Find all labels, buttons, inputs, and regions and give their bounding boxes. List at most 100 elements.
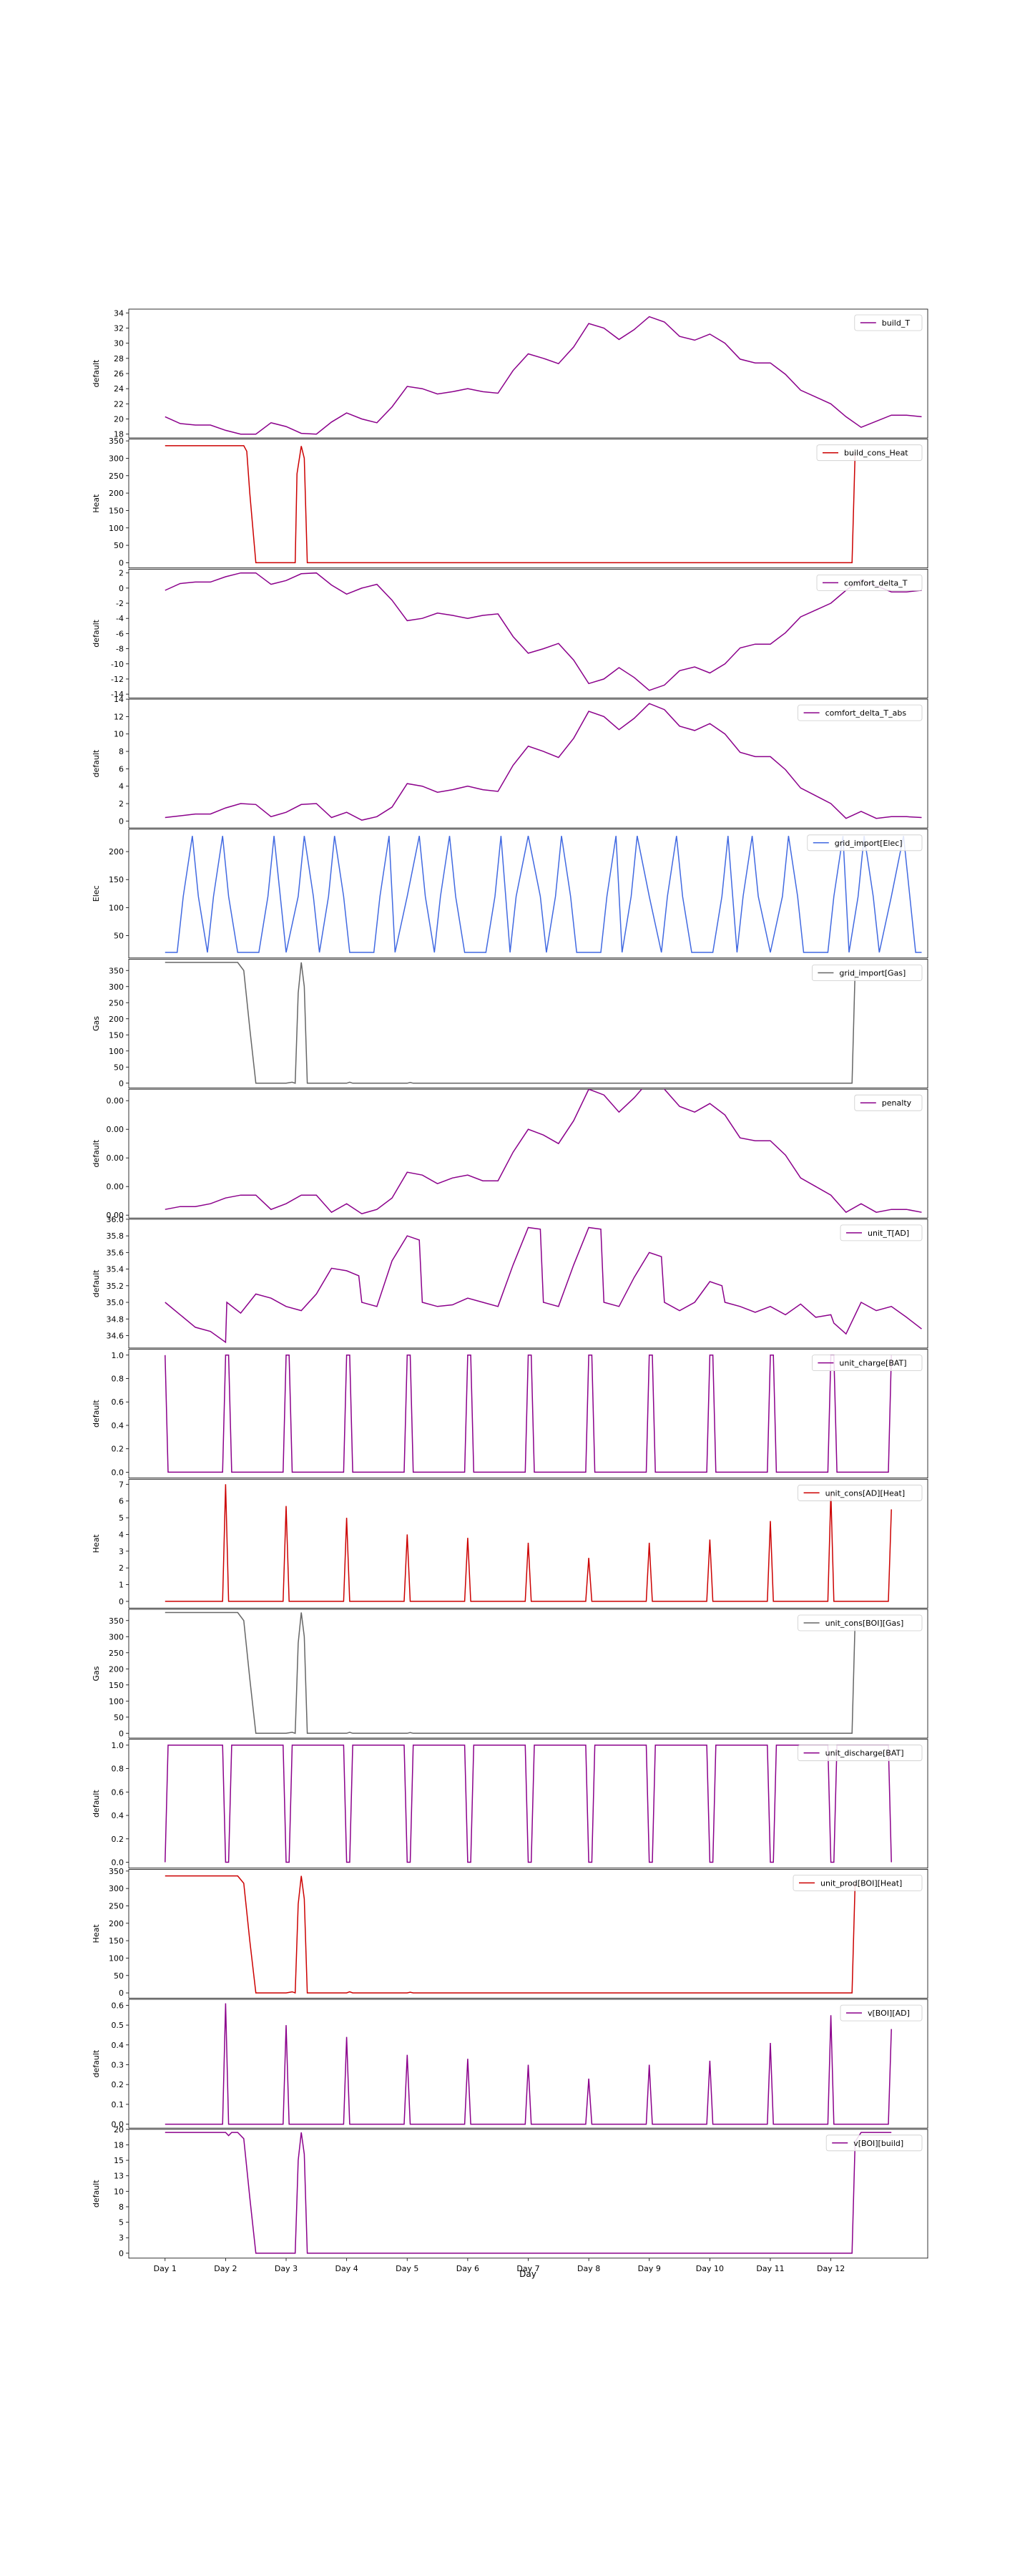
y-axis-label: Heat bbox=[92, 494, 101, 513]
legend-label: unit_cons[AD][Heat] bbox=[825, 1488, 906, 1498]
plot-frame bbox=[128, 1349, 928, 1478]
shared-x-axis: Day 1 Day 2 Day 3 Day 4 Day 5 Day 6 Day 7 Day 8… bbox=[154, 2258, 845, 2273]
y-tick-label: 200 bbox=[109, 847, 124, 857]
y-tick-label: 20 bbox=[114, 415, 124, 424]
y-tick-label: 0.4 bbox=[112, 2041, 124, 2050]
subplot-stack: 182022242628303234defaultbuild_T05010015… bbox=[92, 308, 928, 2259]
y-tick-label: 2 bbox=[119, 799, 124, 809]
y-tick-label: 0.5 bbox=[112, 2021, 124, 2030]
y-tick-label: 35.6 bbox=[107, 1248, 124, 1257]
y-tick-label: 50 bbox=[114, 1713, 124, 1722]
legend-label: unit_discharge[BAT] bbox=[825, 1749, 904, 1758]
x-axis-label: Day bbox=[519, 2269, 536, 2279]
x-tick-label: Day 10 bbox=[696, 2264, 724, 2273]
y-tick-label: 0.4 bbox=[112, 1811, 124, 1820]
legend-label: unit_charge[BAT] bbox=[839, 1359, 906, 1368]
y-tick-label: 50 bbox=[114, 1971, 124, 1981]
series-line bbox=[165, 1089, 922, 1215]
y-axis-label: default bbox=[92, 1790, 101, 1818]
y-tick-label: -14 bbox=[111, 690, 124, 699]
series-line bbox=[165, 2003, 892, 2125]
y-tick-label: 14 bbox=[114, 695, 124, 704]
y-tick-label: 1 bbox=[119, 1581, 124, 1590]
y-tick-label: 15 bbox=[114, 2156, 124, 2165]
subplot-2: -14 -12 -10 -8 -6 -4 -2 0 2 default comfort_delta_… bbox=[92, 569, 928, 699]
subplot-9: 0 1 2 3 4 5 6 7 Heat unit_cons[AD][Heat] bbox=[92, 1478, 928, 1609]
y-tick-label: 6 bbox=[119, 1497, 124, 1506]
y-tick-label: 35.0 bbox=[107, 1298, 124, 1307]
plot-frame bbox=[128, 698, 928, 829]
y-axis-label: default bbox=[92, 2180, 101, 2207]
y-tick-label: -4 bbox=[116, 614, 124, 623]
series-line bbox=[165, 445, 856, 564]
y-tick-label: 350 bbox=[109, 966, 124, 975]
legend-box bbox=[798, 1614, 923, 1631]
subplot-0: 18 20 22 24 26 28 30 32 34 default build_T bbox=[92, 308, 928, 439]
y-tick-label: 0.00 bbox=[107, 1211, 124, 1220]
y-tick-label: 150 bbox=[109, 1936, 124, 1946]
subplot-11: 0.0 0.2 0.4 0.6 0.8 1.0 default unit_discharge[… bbox=[92, 1739, 928, 1869]
y-tick-label: 0 bbox=[119, 1729, 124, 1738]
y-axis-label: default bbox=[92, 619, 101, 647]
y-tick-label: 150 bbox=[109, 1681, 124, 1690]
plot-frame bbox=[128, 569, 928, 698]
series-line bbox=[165, 836, 922, 953]
series-line bbox=[165, 2132, 892, 2254]
y-tick-label: 300 bbox=[109, 982, 124, 992]
plot-frame bbox=[128, 829, 928, 959]
y-axis-label: Gas bbox=[92, 1666, 101, 1681]
y-tick-label: 0.6 bbox=[112, 1787, 124, 1797]
plot-frame bbox=[128, 1088, 928, 1219]
series-line bbox=[165, 1745, 892, 1863]
plot-frame bbox=[128, 1739, 928, 1869]
y-tick-label: 300 bbox=[109, 1632, 124, 1641]
subplot-10: 0 50 100 150 200 250 300 350 Gas unit_cons[BOI][G… bbox=[92, 1609, 928, 1739]
y-tick-label: 0.8 bbox=[112, 1375, 124, 1384]
plot-frame bbox=[128, 439, 928, 569]
y-tick-label: 36.0 bbox=[107, 1215, 124, 1224]
y-tick-label: 100 bbox=[109, 1697, 124, 1706]
y-tick-label: 1.0 bbox=[112, 1741, 124, 1750]
y-tick-label: 12 bbox=[114, 712, 124, 721]
y-tick-label: 26 bbox=[114, 369, 124, 379]
y-tick-label: 150 bbox=[109, 875, 124, 884]
y-tick-label: 7 bbox=[119, 1480, 124, 1489]
legend-label: comfort_delta_T bbox=[844, 578, 908, 587]
y-tick-label: 34.8 bbox=[107, 1314, 124, 1324]
y-tick-label: -10 bbox=[111, 660, 124, 669]
legend-label: grid_import[Elec] bbox=[835, 839, 903, 848]
legend-box bbox=[854, 314, 923, 331]
y-tick-label: 30 bbox=[114, 339, 124, 348]
series-line bbox=[165, 1226, 922, 1344]
y-axis-label: default bbox=[92, 1139, 101, 1167]
subplot-13: 0.0 0.1 0.2 0.3 0.4 0.5 0.6 default v[BOI][AD] bbox=[92, 1999, 928, 2129]
subplot-4: 50 100 150 200 Elec grid_import[Elec] bbox=[92, 829, 928, 959]
legend-label: penalty bbox=[882, 1098, 912, 1108]
y-tick-label: 3 bbox=[119, 2233, 124, 2243]
y-tick-label: 5 bbox=[119, 2218, 124, 2228]
y-tick-label: 50 bbox=[114, 541, 124, 550]
y-axis-label: default bbox=[92, 359, 101, 387]
y-tick-label: 150 bbox=[109, 506, 124, 515]
y-tick-label: 200 bbox=[109, 1919, 124, 1928]
y-tick-label: 0.4 bbox=[112, 1421, 124, 1430]
y-tick-label: 0.0 bbox=[112, 1858, 124, 1868]
series-line bbox=[165, 703, 922, 821]
y-tick-label: 100 bbox=[109, 903, 124, 912]
y-tick-label: 300 bbox=[109, 454, 124, 463]
y-tick-label: 35.8 bbox=[107, 1231, 124, 1241]
series-line bbox=[165, 1484, 892, 1602]
y-axis-label: Heat bbox=[92, 1534, 101, 1553]
y-tick-label: 0 bbox=[119, 558, 124, 567]
plot-frame bbox=[128, 959, 928, 1088]
legend-box bbox=[807, 834, 923, 852]
y-tick-label: 250 bbox=[109, 1901, 124, 1911]
plot-frame bbox=[128, 1868, 928, 1999]
y-tick-label: 24 bbox=[114, 384, 124, 394]
legend-box bbox=[798, 1484, 923, 1501]
legend-label: v[BOI][AD] bbox=[868, 2009, 910, 2018]
plot-frame bbox=[128, 308, 928, 439]
y-tick-label: 0.0 bbox=[112, 2120, 124, 2129]
y-tick-label: 250 bbox=[109, 472, 124, 481]
y-axis-label: default bbox=[92, 1400, 101, 1428]
